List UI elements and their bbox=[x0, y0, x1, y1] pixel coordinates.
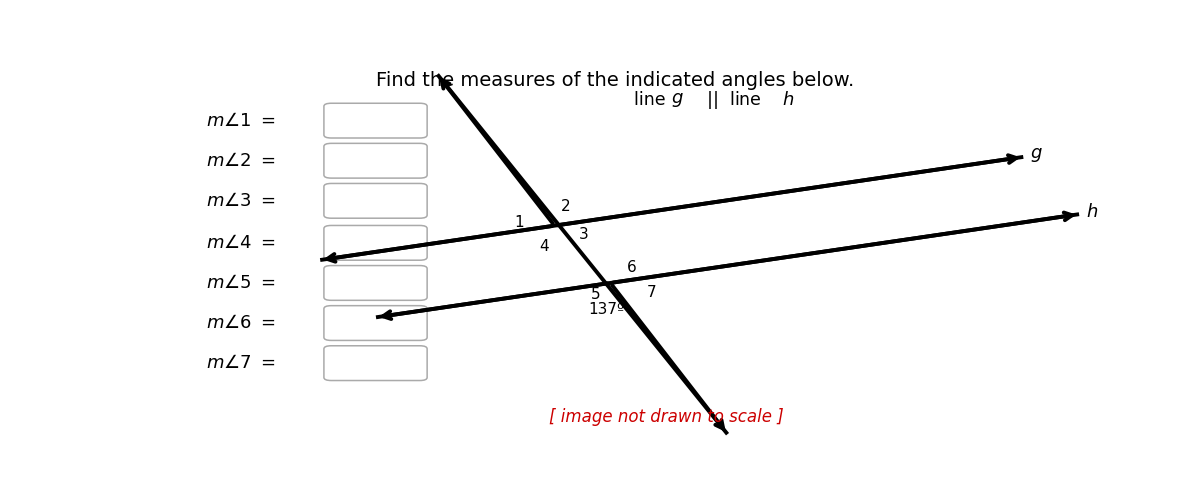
Text: $m\angle$2$\ =$: $m\angle$2$\ =$ bbox=[206, 152, 275, 170]
Text: $g$: $g$ bbox=[671, 91, 684, 109]
Text: $m\angle$6$\ =$: $m\angle$6$\ =$ bbox=[206, 314, 275, 332]
FancyBboxPatch shape bbox=[324, 265, 427, 300]
FancyBboxPatch shape bbox=[324, 226, 427, 260]
Text: line: line bbox=[634, 91, 671, 109]
Text: 6: 6 bbox=[626, 259, 636, 275]
Text: $m\angle$5$\ =$: $m\angle$5$\ =$ bbox=[206, 274, 275, 292]
Text: $m\angle$3$\ =$: $m\angle$3$\ =$ bbox=[206, 192, 275, 210]
FancyBboxPatch shape bbox=[324, 184, 427, 218]
Text: $g$: $g$ bbox=[1030, 146, 1043, 164]
Text: $||$  line: $||$ line bbox=[702, 89, 763, 111]
Text: 3: 3 bbox=[580, 227, 589, 243]
Text: $m\angle$1$\ =$: $m\angle$1$\ =$ bbox=[206, 112, 275, 129]
FancyBboxPatch shape bbox=[324, 346, 427, 380]
FancyBboxPatch shape bbox=[324, 306, 427, 340]
Text: $h$: $h$ bbox=[1086, 203, 1098, 221]
Text: 4: 4 bbox=[539, 239, 548, 254]
Text: Find the measures of the indicated angles below.: Find the measures of the indicated angle… bbox=[376, 71, 854, 90]
Text: $h$: $h$ bbox=[782, 91, 794, 109]
FancyBboxPatch shape bbox=[324, 103, 427, 138]
Text: 5: 5 bbox=[590, 287, 600, 302]
Text: $m\angle$4$\ =$: $m\angle$4$\ =$ bbox=[206, 234, 275, 252]
Text: 2: 2 bbox=[560, 199, 570, 214]
Text: 137º: 137º bbox=[588, 302, 624, 317]
Text: [ image not drawn to scale ]: [ image not drawn to scale ] bbox=[548, 408, 784, 426]
Text: $m\angle$7$\ =$: $m\angle$7$\ =$ bbox=[206, 354, 275, 372]
Text: 1: 1 bbox=[515, 215, 524, 230]
FancyBboxPatch shape bbox=[324, 143, 427, 178]
Text: 7: 7 bbox=[647, 285, 656, 300]
